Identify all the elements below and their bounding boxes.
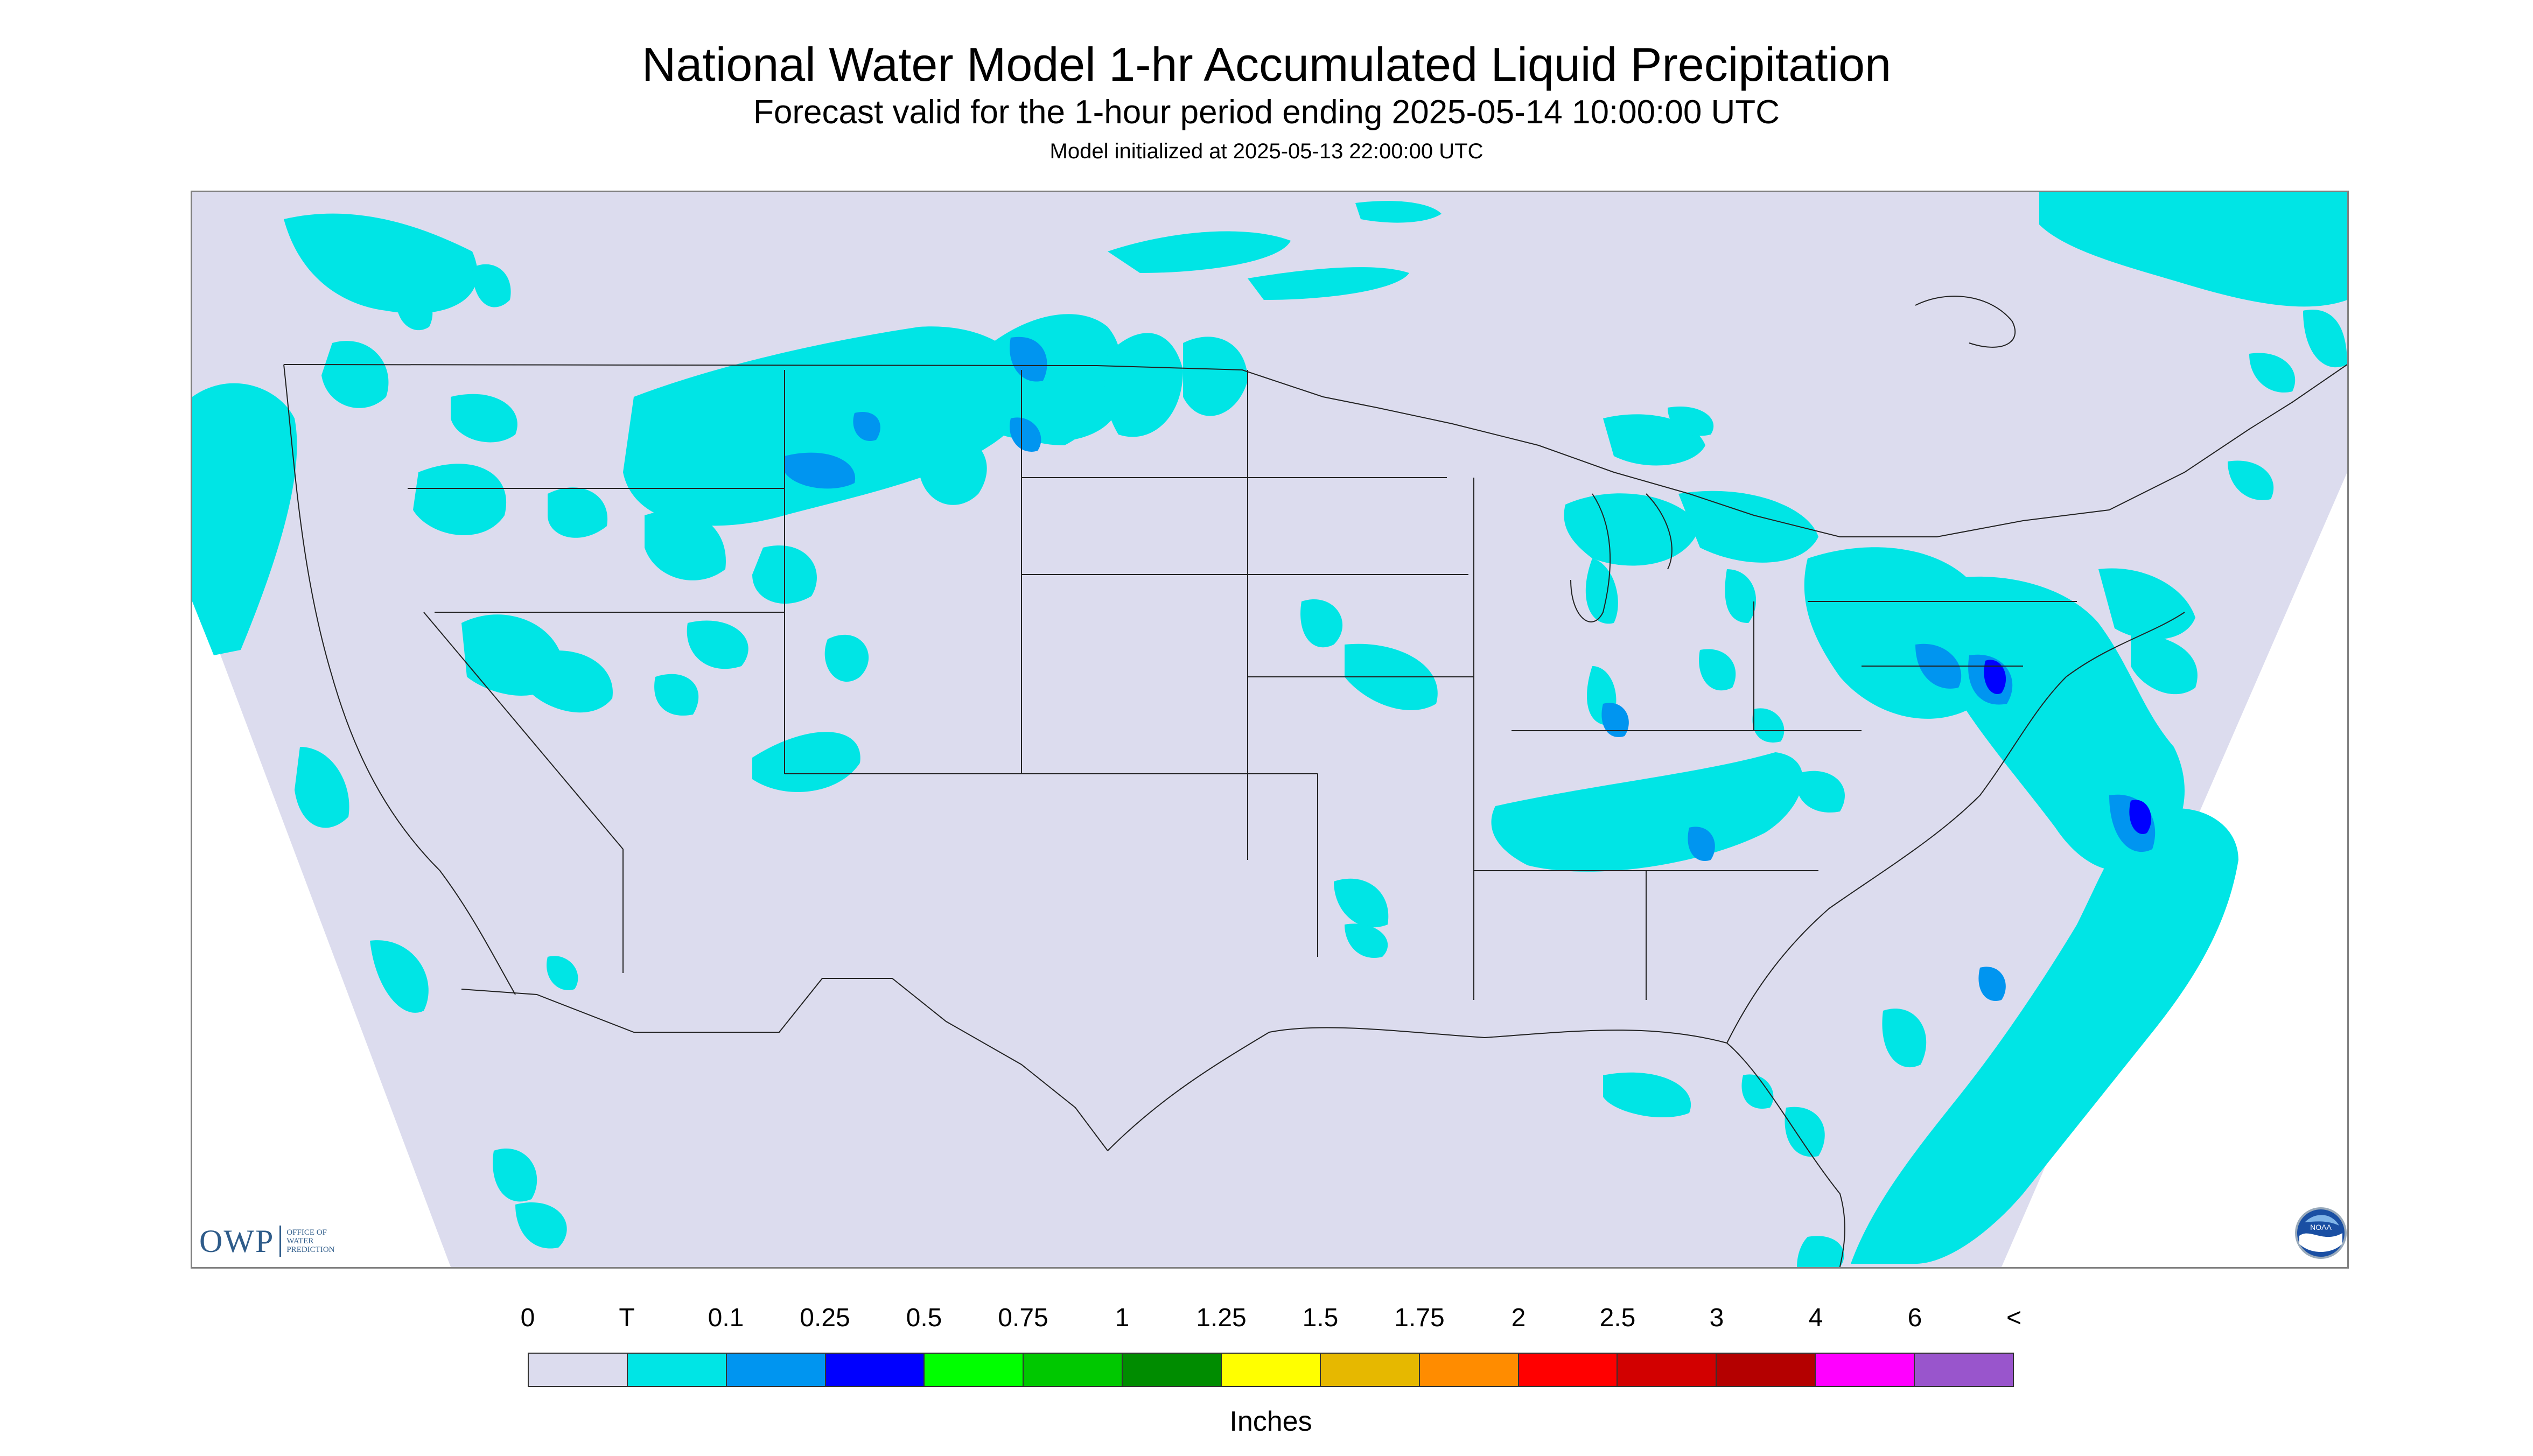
map-subtitle: Forecast valid for the 1-hour period end… [753,94,1780,131]
noaa-logo-label: NOAA [2310,1223,2332,1231]
legend-swatch [1222,1354,1321,1386]
legend-tick-label: 3 [1709,1304,1724,1332]
legend-swatch [1024,1354,1123,1386]
owp-logo-mark: OWP [199,1223,275,1259]
owp-logo-divider [279,1226,282,1257]
map-title: National Water Model 1-hr Accumulated Li… [641,38,1892,91]
legend-tick-label: 0.75 [998,1304,1048,1332]
legend-tick-label: 4 [1808,1304,1823,1332]
legend-tick-label: 1.5 [1302,1304,1339,1332]
legend-swatch [1419,1354,1519,1386]
precipitation-map [191,191,2349,1269]
legend-swatch [1320,1354,1420,1386]
legend-tick-label: 6 [1907,1304,1922,1332]
noaa-logo: NOAA [2294,1206,2348,1260]
legend-tick-label: 2.5 [1599,1304,1636,1332]
legend-tick-label: 0.25 [800,1304,850,1332]
legend-swatch [726,1354,826,1386]
owp-logo-text: OFFICE OF WATER PREDICTION [286,1228,335,1254]
legend-swatch [529,1354,628,1386]
legend-swatch [825,1354,925,1386]
model-init-line: Model initialized at 2025-05-13 22:00:00… [1049,139,1484,163]
legend-swatch [1123,1354,1222,1386]
precip-heavy [1984,660,2152,834]
legend-swatch [1816,1354,1915,1386]
legend-tick-label: 1.25 [1196,1304,1247,1332]
map-canvas [192,192,2347,1267]
legend-tick-label: T [619,1304,635,1332]
legend-tick-label: 1.75 [1394,1304,1445,1332]
state-borders [283,364,2347,1151]
noaa-logo-icon: NOAA [2295,1207,2347,1259]
legend-tick-label: 2 [1511,1304,1526,1332]
owp-logo: OWP OFFICE OF WATER PREDICTION [199,1222,351,1260]
legend-swatch [925,1354,1024,1386]
legend-tick-label: 0 [520,1304,535,1332]
legend-swatch [627,1354,727,1386]
legend-units-label: Inches [1229,1406,1312,1437]
legend-swatch [1915,1354,2013,1386]
legend-swatch [1618,1354,1717,1386]
legend-swatch [1717,1354,1816,1386]
legend-swatch [1519,1354,1618,1386]
legend-tick-label: 0.5 [906,1304,942,1332]
legend-tick-label: 1 [1115,1304,1130,1332]
legend-tick-label: 0.1 [708,1304,744,1332]
legend-tick-label: < [2006,1304,2022,1332]
legend-colorbar [528,1353,2014,1387]
coastlines [283,296,2185,1267]
